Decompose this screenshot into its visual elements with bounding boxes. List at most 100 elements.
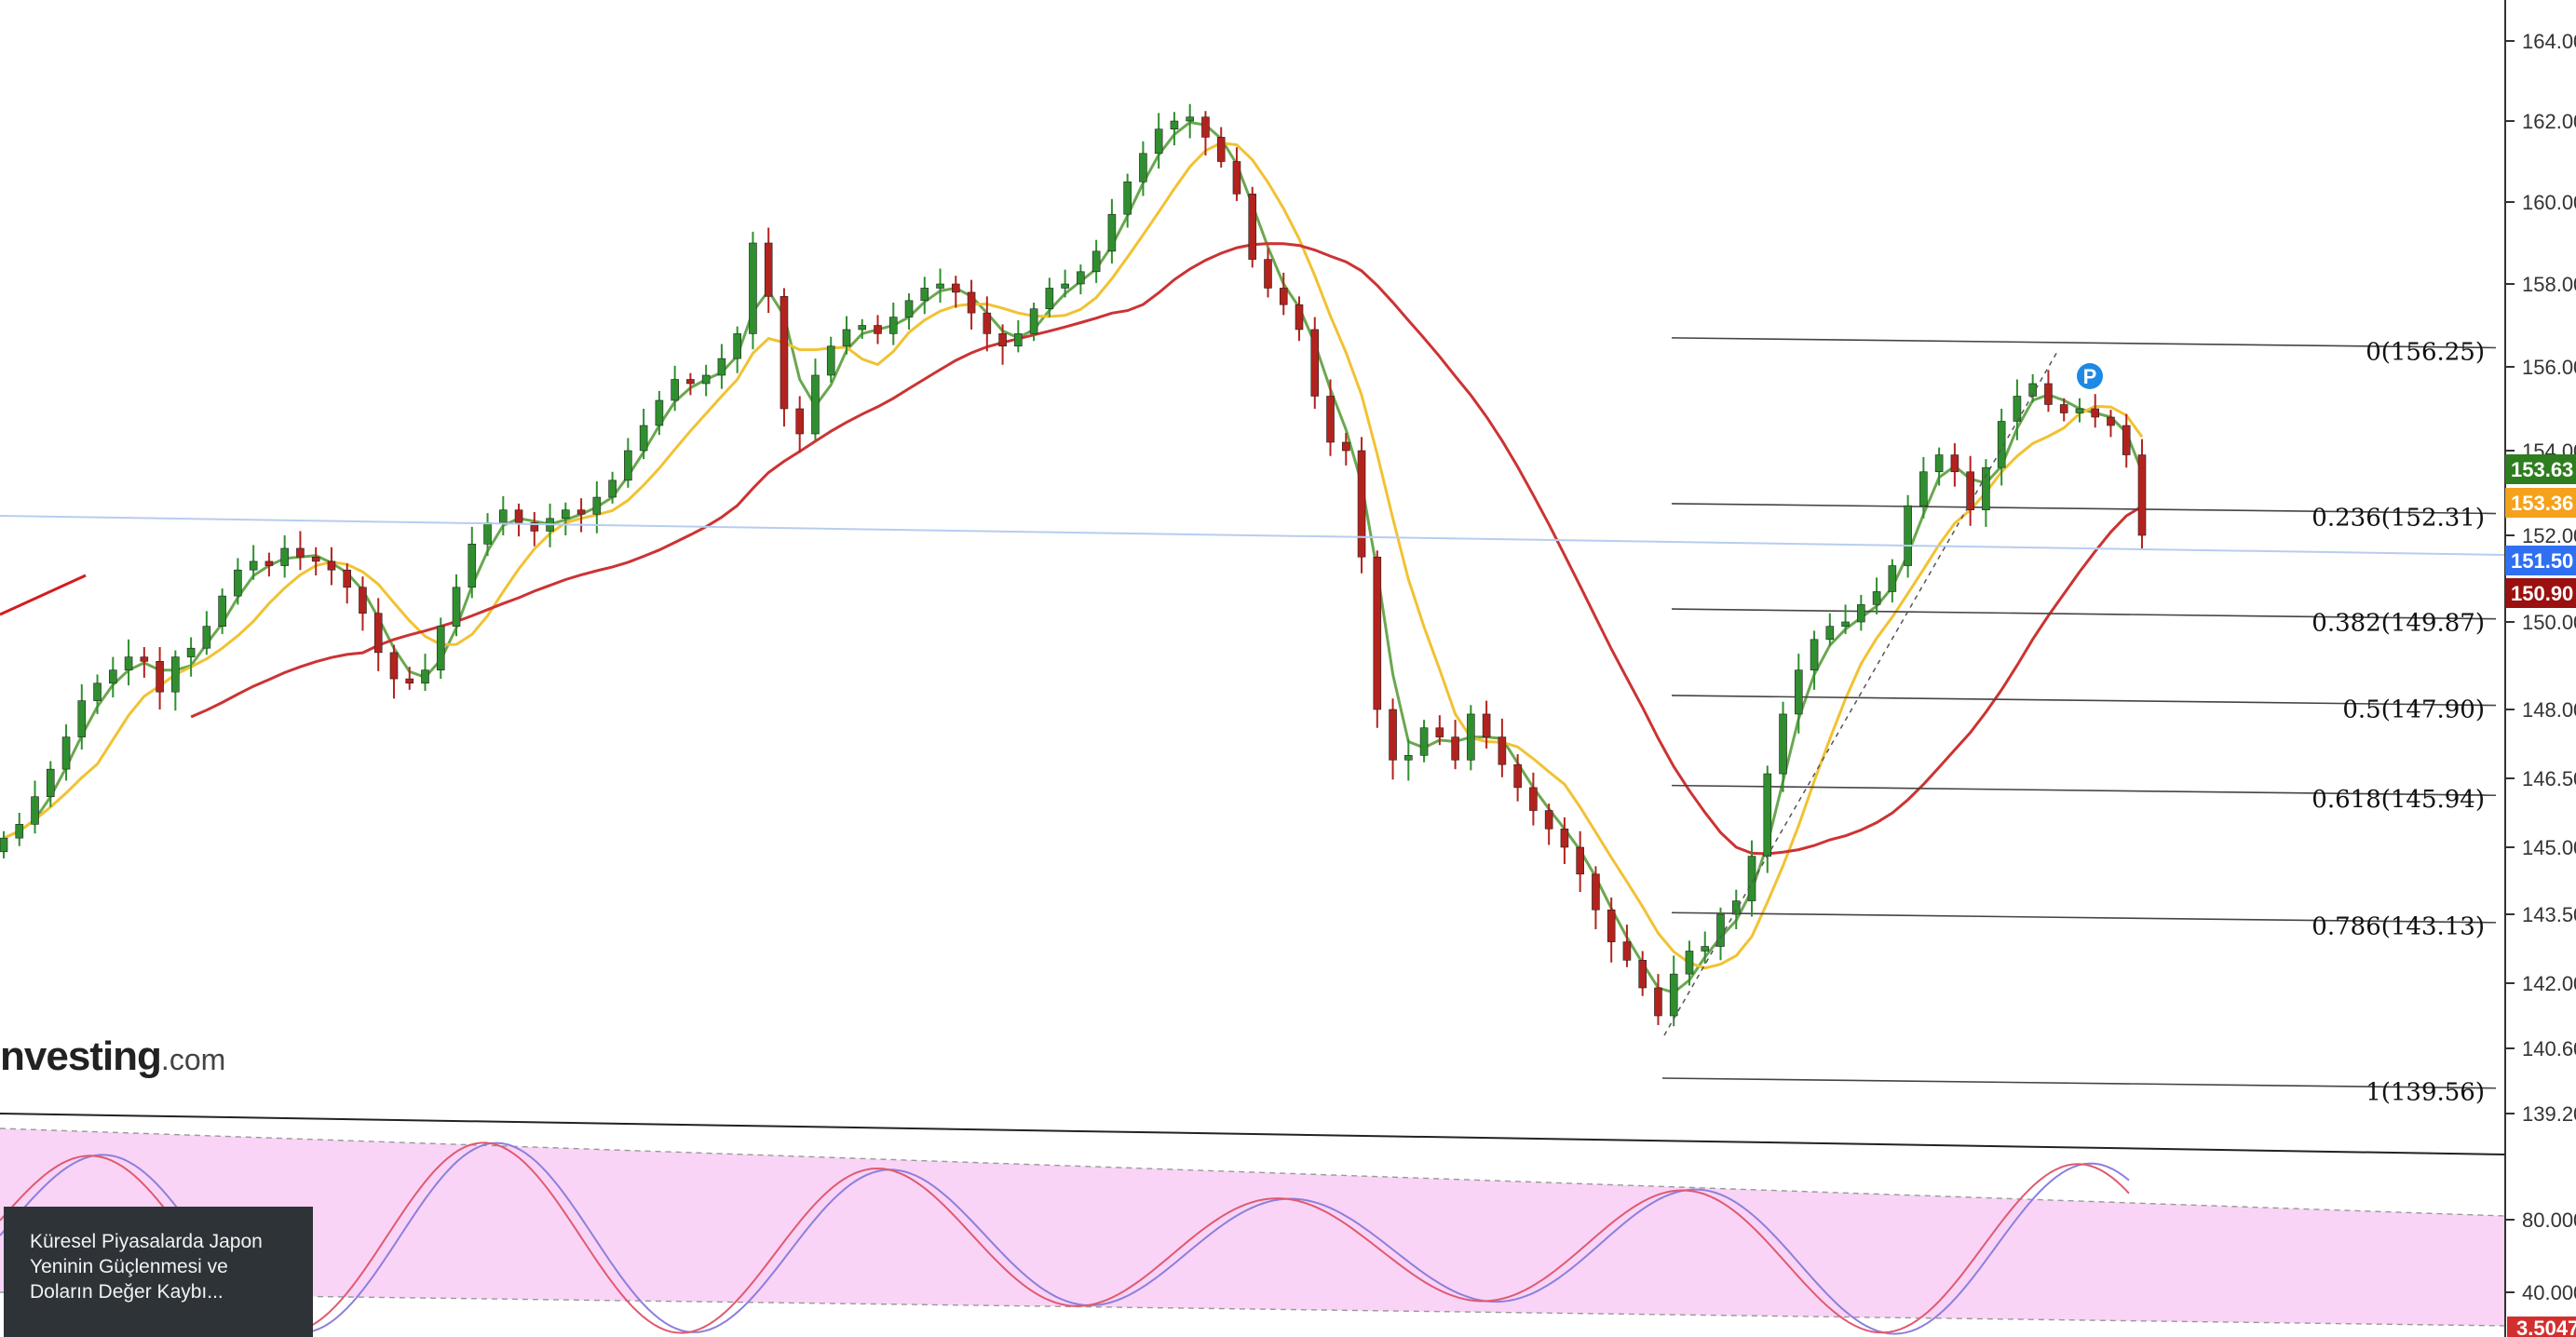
- fib-level-line: [1671, 608, 2497, 620]
- candle-body: [1310, 329, 1320, 397]
- candle-body: [1669, 973, 1678, 1017]
- candle-body: [1373, 556, 1382, 710]
- candle-body: [1107, 213, 1117, 252]
- price-tick-label: 145.00: [2522, 836, 2576, 859]
- candle-body: [1170, 120, 1179, 129]
- candle-body: [46, 768, 55, 798]
- price-tick-label: 156.00: [2522, 356, 2576, 379]
- candle-body: [31, 796, 39, 825]
- price-tag: [2505, 454, 2576, 484]
- fib-level-label: 0.236(152.31): [2312, 504, 2485, 532]
- fib-level-line: [1671, 337, 2497, 349]
- fib-level-label: 1(139.56): [2366, 1078, 2485, 1106]
- news-line: Yeninin Güçlenmesi ve: [30, 1256, 228, 1277]
- investing-logo: nvesting.com: [0, 1033, 225, 1089]
- candle-body: [671, 379, 679, 401]
- news-line: Doların Değer Kaybı...: [30, 1281, 224, 1303]
- candle-body: [1685, 951, 1694, 975]
- candle-body: [1201, 116, 1210, 138]
- candle-body: [1513, 763, 1522, 789]
- position-marker-icon[interactable]: P: [2077, 363, 2103, 389]
- fibonacci-lines[interactable]: [1661, 337, 2497, 1089]
- price-tag: [2505, 546, 2576, 575]
- stoch-tick-label: 80.0000: [2522, 1209, 2576, 1232]
- fib-level-line: [1671, 912, 2497, 924]
- candle-body: [1779, 713, 1787, 775]
- price-tick-label: 140.60: [2522, 1037, 2576, 1060]
- annotation-lines: [0, 349, 2506, 1155]
- price-tag-label: 151.50: [2511, 549, 2573, 573]
- price-tick-label: 143.50: [2522, 903, 2576, 926]
- price-tags: 153.63 153.36 151.50 150.90: [2505, 454, 2576, 608]
- candle-body: [888, 317, 898, 334]
- candle-body: [93, 682, 102, 701]
- fib-anchor-line: [1663, 349, 2059, 1036]
- candle-body: [2075, 408, 2084, 413]
- price-tag-label: 153.36: [2511, 492, 2573, 515]
- price-tick-label: 164.00: [2522, 30, 2576, 53]
- candle-body: [15, 824, 24, 839]
- candle-body: [1216, 137, 1226, 162]
- candle-body: [576, 509, 586, 515]
- candle-body: [624, 450, 632, 481]
- stochastic-lines: [0, 1141, 2130, 1335]
- candle-body: [1997, 421, 2006, 468]
- candle-body: [1404, 755, 1413, 761]
- candle-body: [983, 312, 992, 334]
- candle-body: [530, 522, 539, 532]
- candle-body: [498, 509, 508, 523]
- candle-body: [1451, 736, 1459, 761]
- candle-body: [249, 560, 258, 571]
- candle-body: [1467, 713, 1475, 761]
- candle-body: [77, 700, 87, 737]
- price-tag: [2505, 488, 2576, 518]
- candle-body: [1763, 773, 1772, 857]
- price-tick-label: 160.00: [2522, 191, 2576, 214]
- candle-body: [608, 479, 617, 498]
- price-tag-label: 153.63: [2511, 458, 2573, 481]
- candle-body: [998, 333, 1007, 347]
- candle-body: [952, 283, 960, 293]
- stochastic-band: [0, 1128, 2506, 1327]
- candle-body: [514, 509, 523, 523]
- candle-body: [1544, 810, 1553, 830]
- stoch-lower-line: [0, 1291, 2506, 1327]
- candle-body: [1139, 153, 1147, 182]
- price-tick-label: 150.00: [2522, 611, 2576, 634]
- candle-body: [1061, 283, 1069, 289]
- candle-body: [842, 329, 851, 347]
- candle-body: [655, 399, 664, 426]
- candle-body: [1825, 626, 1835, 641]
- fib-level-label: 0.618(145.94): [2312, 786, 2485, 814]
- price-tick-label: 146.50: [2522, 767, 2576, 790]
- candle-body: [2107, 416, 2115, 426]
- candle-body: [920, 288, 929, 302]
- candle-body: [1326, 396, 1335, 443]
- candle-body: [405, 678, 414, 684]
- fib-level-label: 0.5(147.90): [2342, 696, 2485, 723]
- fib-level-line: [1671, 695, 2497, 707]
- candle-body: [2137, 454, 2147, 536]
- candle-body: [1295, 304, 1304, 331]
- marker-label: P: [2083, 365, 2097, 388]
- candle-body: [234, 569, 242, 597]
- candle-body: [264, 560, 274, 566]
- candle-body: [1232, 161, 1241, 195]
- candle-body: [2059, 404, 2068, 413]
- moving-average-line: [190, 242, 2143, 856]
- support-line: [0, 515, 2506, 556]
- candle-body: [780, 296, 789, 410]
- price-axis: 164.00162.00160.00158.00156.00154.00152.…: [2504, 0, 2576, 1337]
- price-tick-label: 139.20: [2522, 1102, 2576, 1126]
- candle-body: [592, 496, 602, 515]
- candle-body: [1498, 736, 1507, 765]
- price-tick-label: 148.00: [2522, 698, 2576, 722]
- candle-body: [1341, 441, 1350, 452]
- candle-body: [1982, 466, 1990, 511]
- fib-level-label: 0.786(143.13): [2312, 913, 2485, 941]
- candle-body: [109, 669, 117, 684]
- candle-body: [1279, 288, 1288, 305]
- news-card[interactable]: Küresel Piyasalarda Japon Yeninin Güçlen…: [4, 1207, 313, 1337]
- candle-body: [1654, 987, 1662, 1017]
